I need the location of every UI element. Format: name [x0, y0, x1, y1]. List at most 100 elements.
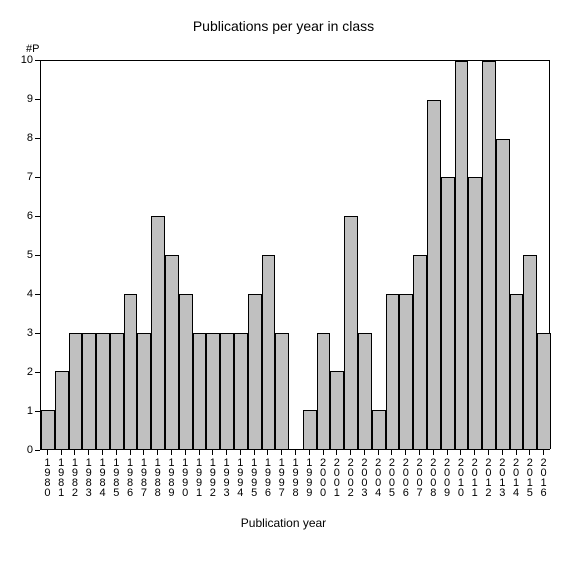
x-tick [309, 450, 310, 455]
x-tick [47, 450, 48, 455]
y-tick [35, 177, 40, 178]
x-tick [102, 450, 103, 455]
bar [386, 294, 400, 449]
bar [537, 333, 551, 449]
x-tick [405, 450, 406, 455]
y-tick-label: 6 [9, 210, 33, 222]
y-tick-label: 5 [9, 249, 33, 261]
x-tick [281, 450, 282, 455]
x-tick [529, 450, 530, 455]
x-tick [185, 450, 186, 455]
x-tick [74, 450, 75, 455]
x-tick [116, 450, 117, 455]
x-tick [171, 450, 172, 455]
x-tick-label: 2000 [317, 457, 329, 497]
bar [441, 177, 455, 449]
x-tick-label: 1997 [276, 457, 288, 497]
x-tick-label: 2008 [427, 457, 439, 497]
bar [317, 333, 331, 449]
x-tick-label: 2013 [496, 457, 508, 497]
x-tick-label: 2006 [400, 457, 412, 497]
bar [455, 61, 469, 449]
chart-container: Publications per year in class #P Public… [0, 0, 567, 567]
bar [372, 410, 386, 449]
x-tick [543, 450, 544, 455]
x-tick-label: 1996 [262, 457, 274, 497]
y-tick-label: 1 [9, 405, 33, 417]
x-tick-label: 1992 [207, 457, 219, 497]
x-tick [212, 450, 213, 455]
x-tick [267, 450, 268, 455]
x-tick-label: 2014 [510, 457, 522, 497]
x-tick-label: 1984 [97, 457, 109, 497]
bar [262, 255, 276, 449]
y-tick-label: 10 [9, 54, 33, 66]
x-tick-label: 2012 [482, 457, 494, 497]
y-tick-label: 4 [9, 288, 33, 300]
bar [55, 371, 69, 449]
x-tick [336, 450, 337, 455]
x-tick-label: 2015 [524, 457, 536, 497]
x-tick-label: 1999 [303, 457, 315, 497]
x-tick-label: 1981 [55, 457, 67, 497]
bar [165, 255, 179, 449]
bar [193, 333, 207, 449]
bar [523, 255, 537, 449]
x-tick-label: 2009 [441, 457, 453, 497]
x-tick [364, 450, 365, 455]
x-tick [488, 450, 489, 455]
y-tick [35, 333, 40, 334]
x-tick-label: 1993 [221, 457, 233, 497]
chart-title: Publications per year in class [0, 18, 567, 34]
x-axis-label: Publication year [0, 516, 567, 530]
x-tick [502, 450, 503, 455]
x-tick-label: 1998 [290, 457, 302, 497]
x-tick [226, 450, 227, 455]
bar [69, 333, 83, 449]
x-tick-label: 2004 [372, 457, 384, 497]
x-tick-label: 2003 [358, 457, 370, 497]
x-tick [391, 450, 392, 455]
y-tick [35, 216, 40, 217]
x-tick [516, 450, 517, 455]
bar [358, 333, 372, 449]
x-tick [447, 450, 448, 455]
bar [275, 333, 289, 449]
x-tick [350, 450, 351, 455]
x-tick [240, 450, 241, 455]
bar [96, 333, 110, 449]
bar [41, 410, 55, 449]
y-tick-label: 9 [9, 93, 33, 105]
x-tick-label: 1990 [179, 457, 191, 497]
x-tick-label: 1982 [69, 457, 81, 497]
x-tick-label: 1989 [165, 457, 177, 497]
x-tick-label: 2002 [345, 457, 357, 497]
x-tick [88, 450, 89, 455]
y-tick-label: 3 [9, 327, 33, 339]
x-tick [419, 450, 420, 455]
x-tick [130, 450, 131, 455]
bar [234, 333, 248, 449]
x-tick [199, 450, 200, 455]
y-tick [35, 372, 40, 373]
bar [220, 333, 234, 449]
x-tick [433, 450, 434, 455]
x-tick-label: 2001 [331, 457, 343, 497]
bar [413, 255, 427, 449]
x-tick-label: 1994 [234, 457, 246, 497]
y-tick-label: 2 [9, 366, 33, 378]
y-tick [35, 255, 40, 256]
bar [248, 294, 262, 449]
x-tick-label: 1986 [124, 457, 136, 497]
y-tick [35, 411, 40, 412]
x-tick [61, 450, 62, 455]
x-tick [474, 450, 475, 455]
bar [151, 216, 165, 449]
bar [110, 333, 124, 449]
bar [330, 371, 344, 449]
x-tick-label: 2005 [386, 457, 398, 497]
x-tick [460, 450, 461, 455]
x-tick-label: 1985 [110, 457, 122, 497]
bar [344, 216, 358, 449]
x-tick-label: 2010 [455, 457, 467, 497]
